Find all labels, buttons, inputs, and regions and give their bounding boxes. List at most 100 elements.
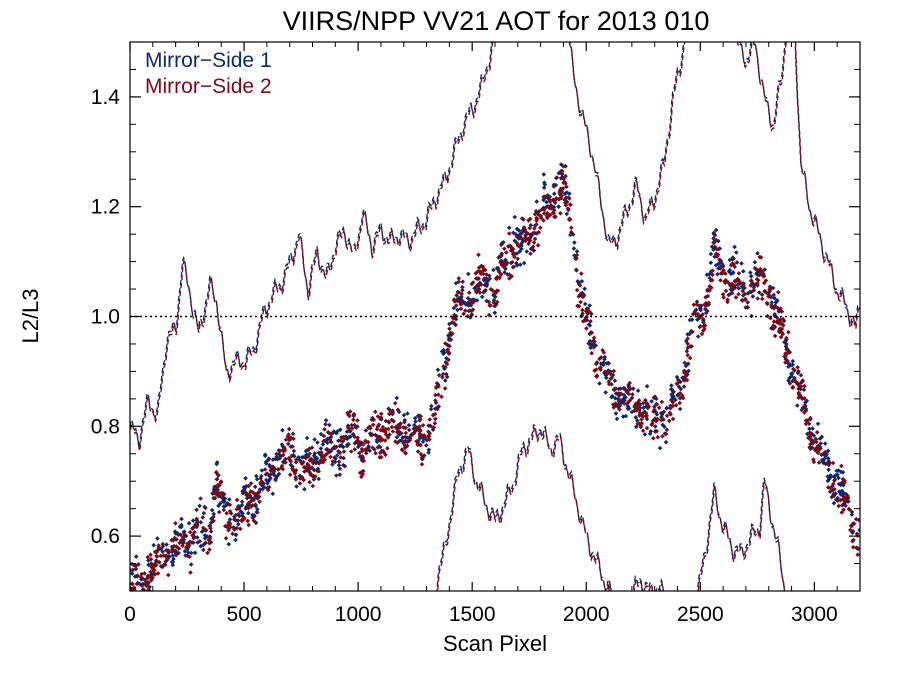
data-point-mirror-side-1 [621, 392, 627, 398]
data-point-mirror-side-2 [521, 225, 527, 230]
data-point-mirror-side-1 [748, 270, 753, 275]
data-point-mirror-side-2 [621, 401, 627, 406]
data-point-mirror-side-2 [730, 261, 735, 266]
data-point-mirror-side-1 [443, 360, 448, 365]
data-point-mirror-side-2 [375, 434, 380, 439]
data-point-mirror-side-2 [547, 212, 553, 218]
data-point-mirror-side-1 [433, 400, 439, 406]
data-point-mirror-side-2 [357, 450, 362, 456]
data-point-mirror-side-2 [268, 472, 273, 477]
data-point-mirror-side-2 [550, 197, 556, 203]
data-point-mirror-side-1 [519, 246, 524, 252]
data-point-mirror-side-2 [554, 196, 559, 201]
data-point-mirror-side-2 [548, 204, 553, 209]
data-point-mirror-side-1 [680, 375, 685, 381]
data-point-mirror-side-2 [813, 437, 819, 442]
data-point-mirror-side-1 [188, 562, 194, 567]
data-point-mirror-side-2 [303, 455, 309, 461]
data-point-mirror-side-2 [340, 439, 346, 444]
data-point-mirror-side-2 [440, 375, 445, 380]
data-point-mirror-side-1 [711, 236, 716, 241]
data-point-mirror-side-2 [373, 450, 378, 456]
data-point-mirror-side-1 [491, 267, 496, 273]
data-point-mirror-side-2 [309, 465, 315, 470]
data-point-mirror-side-2 [194, 516, 199, 522]
data-point-mirror-side-2 [826, 462, 832, 468]
data-point-mirror-side-1 [677, 396, 683, 401]
data-point-mirror-side-1 [835, 472, 840, 478]
data-point-mirror-side-2 [139, 583, 145, 588]
data-point-mirror-side-2 [563, 181, 568, 186]
x-tick-label: 1500 [449, 603, 496, 626]
data-point-mirror-side-1 [629, 395, 635, 401]
data-point-mirror-side-1 [394, 395, 400, 401]
data-point-mirror-side-2 [627, 380, 632, 386]
data-point-mirror-side-2 [558, 195, 564, 201]
data-point-mirror-side-2 [200, 525, 206, 531]
data-point-mirror-side-1 [195, 540, 200, 545]
data-point-mirror-side-2 [189, 540, 195, 545]
data-point-mirror-side-2 [580, 318, 586, 324]
y-tick-label: 0.6 [91, 525, 120, 548]
data-point-mirror-side-2 [808, 415, 813, 421]
data-point-mirror-side-1 [828, 474, 834, 480]
data-point-mirror-side-2 [308, 472, 313, 477]
data-points [130, 162, 860, 591]
data-point-mirror-side-1 [344, 436, 350, 442]
data-point-mirror-side-2 [334, 473, 339, 478]
data-point-mirror-side-2 [330, 459, 336, 464]
data-point-mirror-side-1 [179, 524, 184, 530]
data-point-mirror-side-1 [513, 232, 519, 237]
data-point-mirror-side-2 [426, 433, 431, 439]
data-point-mirror-side-1 [192, 550, 198, 556]
data-point-mirror-side-2 [276, 467, 281, 472]
data-point-mirror-side-1 [820, 459, 826, 464]
data-point-mirror-side-2 [301, 464, 307, 470]
data-point-mirror-side-2 [400, 435, 405, 440]
data-point-mirror-side-2 [447, 343, 452, 349]
data-point-mirror-side-1 [259, 468, 265, 473]
data-point-mirror-side-1 [716, 266, 721, 271]
data-point-mirror-side-1 [335, 453, 340, 458]
data-point-mirror-side-2 [502, 246, 507, 251]
data-point-mirror-side-1 [521, 260, 527, 266]
data-point-mirror-side-1 [403, 438, 408, 444]
data-point-mirror-side-2 [597, 356, 602, 362]
data-point-mirror-side-2 [547, 194, 553, 200]
data-point-mirror-side-1 [336, 449, 341, 454]
data-point-mirror-side-1 [499, 240, 505, 246]
data-point-mirror-side-2 [498, 272, 504, 277]
data-point-mirror-side-2 [653, 416, 659, 422]
chart-title: VIIRS/NPP VV21 AOT for 2013 010 [283, 6, 710, 36]
data-point-mirror-side-1 [698, 307, 703, 313]
data-point-mirror-side-2 [246, 522, 251, 528]
data-point-mirror-side-1 [752, 259, 758, 265]
data-point-mirror-side-2 [510, 264, 516, 270]
x-tick-label: 2500 [677, 603, 724, 626]
data-point-mirror-side-1 [297, 473, 302, 479]
data-point-mirror-side-1 [603, 390, 608, 395]
data-point-mirror-side-2 [827, 489, 833, 494]
data-point-mirror-side-1 [326, 448, 331, 453]
data-point-mirror-side-2 [684, 348, 690, 354]
data-point-mirror-side-2 [310, 483, 316, 489]
data-point-mirror-side-2 [740, 288, 745, 294]
data-point-mirror-side-1 [804, 398, 810, 404]
data-point-mirror-side-2 [224, 511, 229, 516]
data-point-mirror-side-1 [643, 398, 648, 403]
x-tick-label: 2000 [563, 603, 610, 626]
data-point-mirror-side-1 [211, 511, 217, 517]
data-point-mirror-side-1 [663, 439, 669, 445]
envelope-lines [130, 42, 860, 591]
data-point-mirror-side-2 [683, 374, 688, 379]
data-point-mirror-side-1 [534, 222, 539, 227]
data-point-mirror-side-2 [449, 320, 455, 325]
data-point-mirror-side-1 [460, 279, 466, 285]
data-point-mirror-side-2 [289, 453, 294, 459]
data-point-mirror-side-2 [792, 368, 797, 373]
data-point-mirror-side-2 [718, 264, 723, 270]
data-point-mirror-side-1 [283, 456, 288, 462]
data-point-mirror-side-2 [361, 458, 367, 464]
x-tick-label: 500 [227, 603, 262, 626]
data-point-mirror-side-2 [205, 550, 210, 556]
